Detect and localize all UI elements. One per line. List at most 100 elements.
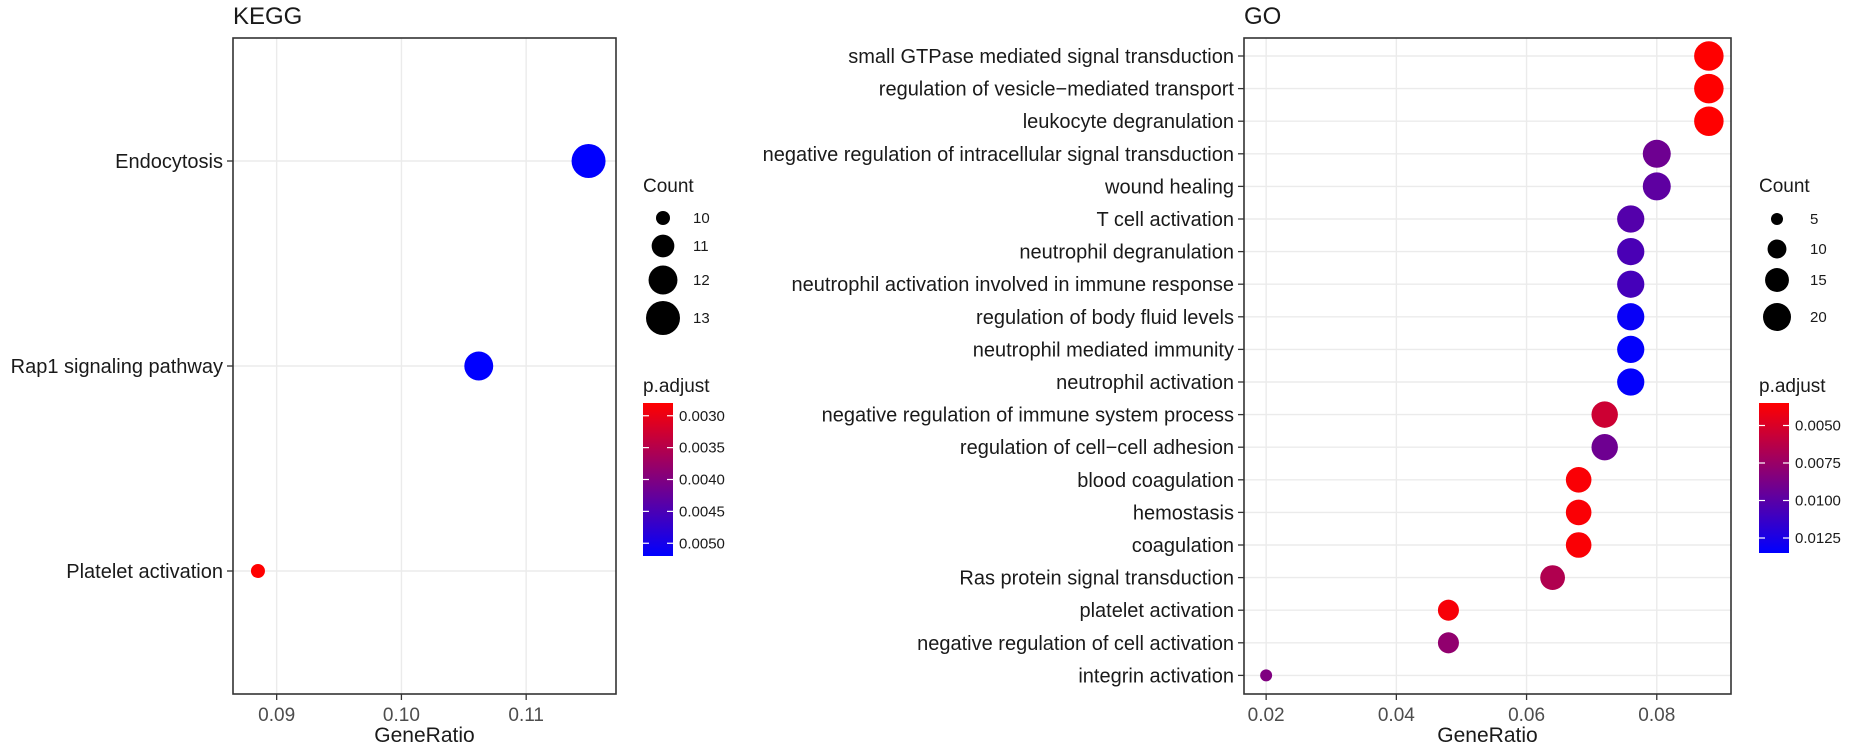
size-legend-key: [656, 211, 670, 225]
y-tick-label: wound healing: [1104, 176, 1234, 198]
x-tick-label: 0.08: [1638, 705, 1675, 726]
x-tick-label: 0.09: [258, 705, 295, 726]
y-tick-label: neutrophil degranulation: [1019, 242, 1234, 264]
size-legend-key: [1767, 239, 1787, 259]
size-legend-key: [1765, 268, 1789, 292]
color-legend-title: p.adjust: [643, 376, 710, 397]
color-legend-label: 0.0050: [1795, 418, 1841, 435]
size-legend-label: 20: [1810, 309, 1827, 326]
y-tick-label: hemostasis: [1133, 502, 1234, 524]
data-point: [1617, 237, 1645, 266]
y-tick-label: Ras protein signal transduction: [959, 568, 1234, 590]
data-point: [1591, 401, 1618, 428]
color-legend-label: 0.0125: [1795, 530, 1841, 547]
x-tick-label: 0.02: [1248, 705, 1285, 726]
plot-area: [1244, 38, 1731, 694]
data-point: [1260, 669, 1273, 682]
y-tick-label: Endocytosis: [115, 151, 223, 173]
y-tick-label: small GTPase mediated signal transductio…: [848, 46, 1234, 68]
data-point: [1617, 368, 1645, 396]
data-point: [1437, 632, 1459, 654]
y-tick-label: Rap1 signaling pathway: [11, 356, 223, 378]
size-legend-key: [1763, 303, 1791, 331]
size-legend-label: 15: [1810, 272, 1827, 289]
data-points: [1260, 41, 1724, 682]
data-point: [1540, 565, 1565, 590]
color-legend-label: 0.0030: [679, 408, 725, 425]
data-point: [464, 351, 494, 381]
y-tick-label: negative regulation of intracellular sig…: [763, 144, 1234, 166]
color-legend-title: p.adjust: [1759, 376, 1826, 397]
data-point: [1617, 335, 1645, 364]
data-point: [571, 144, 606, 178]
y-tick-label: regulation of cell−cell adhesion: [960, 437, 1234, 459]
panel-title: GO: [1244, 3, 1281, 30]
data-point: [1437, 599, 1459, 621]
data-points: [250, 144, 606, 578]
size-legend-key: [651, 234, 675, 258]
data-point: [1617, 303, 1645, 331]
y-tick-label: regulation of body fluid levels: [976, 307, 1234, 329]
color-legend-label: 0.0075: [1795, 455, 1841, 472]
color-legend-bar: [1759, 403, 1789, 553]
x-tick-label: 0.04: [1378, 705, 1415, 726]
y-tick-label: neutrophil activation involved in immune…: [792, 274, 1234, 296]
data-point: [1617, 270, 1645, 298]
data-point: [1617, 205, 1645, 233]
size-legend-label: 12: [693, 272, 710, 289]
y-tick-label: integrin activation: [1078, 665, 1234, 687]
size-legend-key: [646, 301, 680, 335]
gridlines: [233, 38, 616, 694]
y-tick-label: negative regulation of immune system pro…: [822, 405, 1234, 427]
x-tick-label: 0.06: [1508, 705, 1545, 726]
color-legend-label: 0.0100: [1795, 493, 1841, 510]
x-axis-title: GeneRatio: [374, 724, 474, 747]
y-tick-label: negative regulation of cell activation: [917, 633, 1234, 655]
size-legend-label: 5: [1810, 211, 1818, 228]
panel-title: KEGG: [233, 3, 302, 30]
y-tick-label: regulation of vesicle−mediated transport: [879, 79, 1235, 101]
data-point: [1565, 499, 1592, 526]
y-tick-label: blood coagulation: [1077, 470, 1234, 492]
panel-go: GO small GTPase mediated signal transduct…: [763, 3, 1841, 747]
data-point: [1694, 106, 1724, 136]
size-legend-key: [1771, 213, 1783, 225]
data-point: [250, 564, 265, 578]
y-tick-label: platelet activation: [1079, 600, 1234, 622]
color-legend-label: 0.0040: [679, 472, 725, 489]
y-tick-label: Platelet activation: [66, 561, 223, 583]
size-legend-title: Count: [1759, 176, 1810, 197]
x-tick-label: 0.11: [508, 705, 544, 726]
size-legend: Count 10 11 12 13: [643, 176, 710, 335]
data-point: [1642, 172, 1671, 201]
size-legend-label: 11: [693, 238, 709, 255]
size-legend-key: [648, 265, 678, 295]
data-point: [1565, 532, 1592, 558]
size-legend-label: 13: [693, 310, 710, 327]
y-tick-label: leukocyte degranulation: [1023, 111, 1234, 133]
plot-border: [1243, 37, 1732, 695]
y-tick-label: neutrophil activation: [1056, 372, 1234, 394]
data-point: [1565, 466, 1592, 493]
x-tick-label: 0.10: [383, 705, 420, 726]
y-tick-label: coagulation: [1132, 535, 1234, 557]
color-legend: p.adjust 0.0050 0.0075 0.0100 0.0125: [1759, 376, 1841, 553]
x-axis-title: GeneRatio: [1437, 724, 1537, 747]
gridlines: [1244, 38, 1731, 694]
color-legend-label: 0.0050: [679, 535, 725, 552]
y-tick-label: T cell activation: [1097, 209, 1234, 231]
y-tick-label: neutrophil mediated immunity: [973, 339, 1234, 361]
color-legend-label: 0.0045: [679, 503, 725, 520]
color-legend-label: 0.0035: [679, 440, 725, 457]
size-legend-label: 10: [1810, 241, 1827, 258]
data-point: [1694, 73, 1724, 104]
data-point: [1591, 433, 1618, 461]
size-legend-title: Count: [643, 176, 694, 197]
color-legend: p.adjust 0.0030 0.0035 0.0040 0.0045 0.0050: [643, 376, 725, 556]
panel-kegg: KEGG Endocytosis Rap1 signaling pathway Pla…: [11, 3, 725, 747]
data-point: [1694, 41, 1724, 71]
size-legend-label: 10: [693, 210, 710, 227]
data-point: [1642, 139, 1671, 168]
